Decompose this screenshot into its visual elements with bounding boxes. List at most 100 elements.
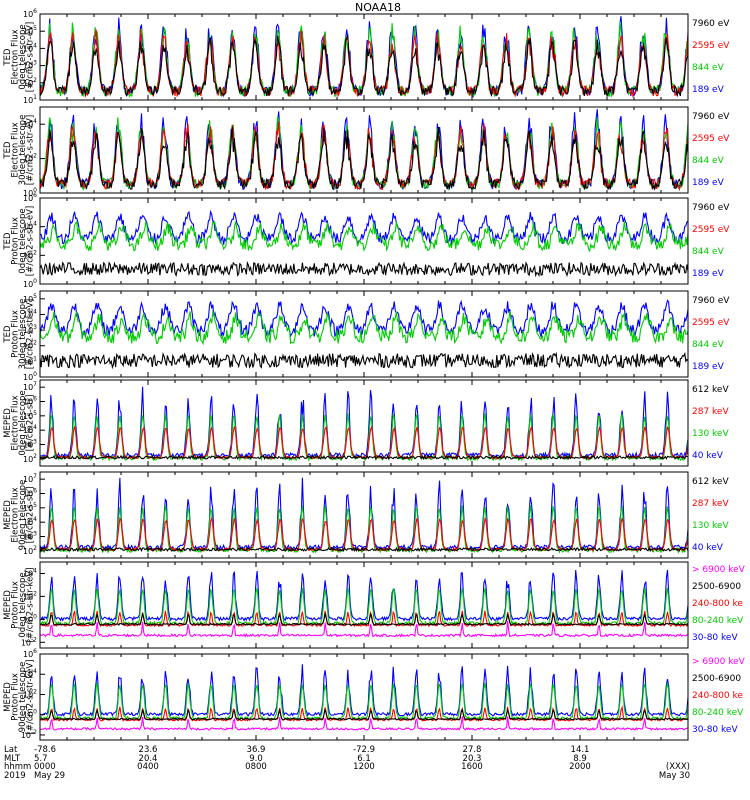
- legend-entry: 844 eV: [692, 63, 725, 73]
- y-axis-label-line: MEPED: [3, 500, 13, 530]
- y-tick-label: 102: [23, 453, 37, 464]
- x-tick-hhmm: (XXX): [666, 762, 690, 772]
- x-tick-hhmm: 0400: [137, 762, 159, 772]
- y-axis-label-line: Electron Flux: [11, 29, 21, 84]
- y-axis-label-line: [#/cm2-s-str-eV]: [26, 22, 36, 92]
- x-tick-lat: 36.9: [247, 745, 266, 755]
- x-tick-lat: -78.6: [34, 745, 56, 755]
- y-axis-label-line: TED: [3, 48, 13, 67]
- y-axis-label-line: [#/cm2-s-str]: [26, 395, 36, 452]
- x-tick-lat: -72.9: [353, 745, 375, 755]
- panel-traces: [40, 477, 688, 555]
- y-axis-label-line: Proton Flux: [11, 673, 21, 721]
- panel-traces: [40, 16, 688, 99]
- x-tick-hhmm: 1200: [353, 762, 375, 772]
- panel-traces: [40, 109, 688, 191]
- legend-entry: 7960 eV: [692, 296, 730, 306]
- y-tick-label: 104: [23, 118, 37, 129]
- y-axis-label-line: 90deg telescope: [18, 480, 28, 551]
- y-tick-label: 102: [23, 340, 37, 351]
- legend-entry: 7960 eV: [692, 203, 730, 213]
- trace-blue: [40, 477, 688, 552]
- y-axis-label-line: MEPED: [3, 682, 13, 712]
- y-tick-label: 104: [23, 516, 37, 527]
- legend-entry: 7960 eV: [692, 112, 730, 122]
- x-tick-mlt: 8.9: [573, 754, 587, 764]
- y-axis-label-line: [#/cm2-s-str-keV]: [26, 660, 36, 735]
- y-tick-label: 107: [23, 473, 37, 484]
- trace-0: [40, 109, 688, 191]
- legend-entry: 2500-6900: [692, 582, 741, 592]
- y-axis-label-line: [#/cm2-s-str-eV]: [26, 115, 36, 185]
- legend-entry: 7960 eV: [692, 19, 730, 29]
- legend-entry: 612 keV: [692, 385, 729, 395]
- y-axis-label-line: 30deg telescope: [18, 299, 28, 370]
- x-tick-lat: 14.1: [571, 745, 590, 755]
- y-axis-label-line: MEPED: [3, 408, 13, 438]
- y-tick-label: 104: [23, 424, 37, 435]
- x-tick-mlt: 5.7: [34, 754, 48, 764]
- x-tick-date: May 30: [659, 771, 690, 781]
- y-tick-label: 102: [23, 590, 37, 601]
- panel-traces: [40, 386, 688, 462]
- legend-entry: 130 keV: [692, 521, 729, 531]
- trace-green: [40, 220, 688, 253]
- x-tick-date: May 29: [34, 771, 65, 781]
- trace-3: [40, 33, 688, 98]
- y-tick-label: 104: [23, 567, 37, 578]
- y-axis-label-line: 0deg telescope: [18, 208, 28, 273]
- x-row-label: hhmm: [4, 762, 31, 772]
- y-tick-label: 106: [23, 488, 37, 499]
- trace-magenta: [40, 621, 688, 638]
- legend-entry: 844 eV: [692, 340, 725, 350]
- x-tick-hhmm: 0000: [34, 762, 56, 772]
- x-tick-mlt: 20.4: [139, 754, 158, 764]
- trace-blue: [40, 209, 688, 245]
- trace-green: [40, 682, 688, 722]
- y-tick-label: 100: [23, 613, 37, 624]
- legend-entry: 612 keV: [692, 477, 729, 487]
- panel-frame: [39, 653, 689, 741]
- x-tick-lat: 27.8: [463, 745, 482, 755]
- y-axis-label-line: 0deg telescope: [18, 390, 28, 455]
- y-tick-label: 107: [23, 381, 37, 392]
- trace-red: [40, 516, 688, 553]
- trace-3: [40, 126, 688, 191]
- legend-entry: 2500-6900: [692, 674, 741, 684]
- trace-blue: [40, 386, 688, 460]
- y-axis-label-line: Proton Flux: [11, 310, 21, 358]
- y-axis-label-line: [#/cm2-s-str-eV]: [26, 299, 36, 369]
- y-tick-label: 100: [23, 709, 37, 720]
- legend-entry: 2595 eV: [692, 41, 730, 51]
- y-tick-label: 103: [23, 60, 37, 71]
- trace-green: [40, 309, 688, 346]
- legend-entry: 240-800 ke: [692, 691, 743, 701]
- legend-entry: 2595 eV: [692, 318, 730, 328]
- y-tick-label: 105: [23, 502, 37, 513]
- trace-red: [40, 610, 688, 628]
- y-axis-label-line: MEPED: [3, 590, 13, 620]
- y-tick-label: 10-2: [21, 729, 37, 740]
- y-tick-label: 103: [23, 531, 37, 542]
- panel-frame: [39, 379, 689, 467]
- trace-blue: [40, 569, 688, 622]
- trace-blue: [40, 664, 688, 718]
- y-tick-label: 102: [23, 249, 37, 260]
- y-tick-label: 101: [23, 94, 37, 105]
- x-tick-hhmm: 0800: [245, 762, 267, 772]
- legend-entry: 40 keV: [692, 451, 724, 461]
- x-row-label: 2019: [4, 771, 26, 781]
- y-tick-label: 104: [23, 668, 37, 679]
- y-axis-label-line: Proton Flux: [11, 581, 21, 629]
- y-axis-label-line: 90deg telescope: [18, 662, 28, 733]
- y-axis-label-line: [#/cm2-s-str]: [26, 487, 36, 544]
- panel-traces: [40, 299, 688, 370]
